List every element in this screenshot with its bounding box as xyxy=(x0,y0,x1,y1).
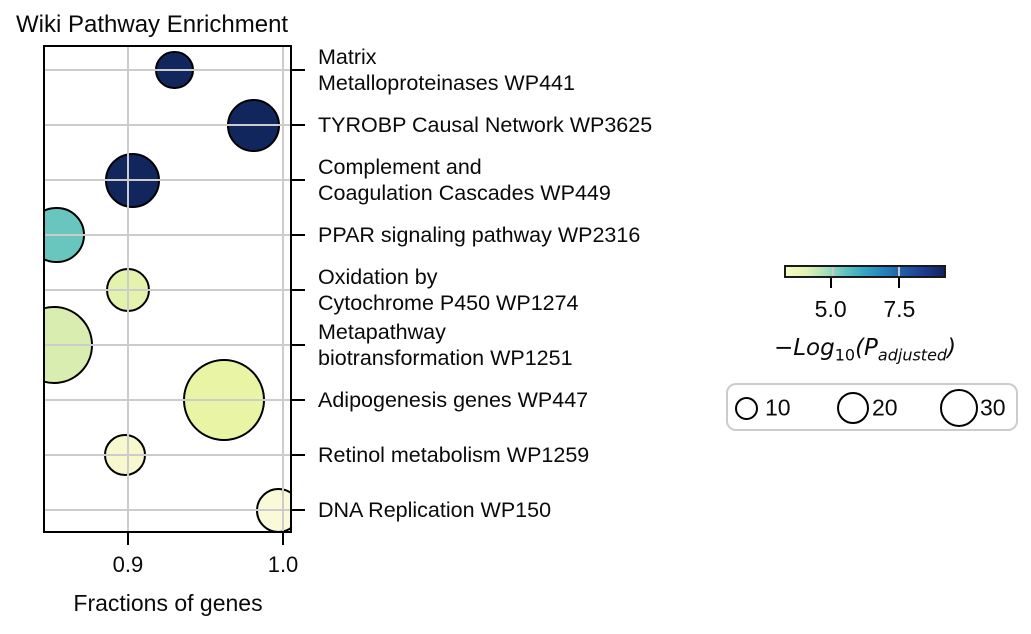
pathway-label: TYROBP Causal Network WP3625 xyxy=(318,112,652,138)
colorbar xyxy=(784,265,946,278)
y-tick xyxy=(292,288,305,292)
x-tick xyxy=(281,533,285,545)
size-legend-circle xyxy=(837,392,869,424)
y-tick xyxy=(292,398,305,402)
pathway-label-line: Oxidation by xyxy=(318,265,438,289)
colorbar-label-lead: −Log xyxy=(773,335,835,361)
colorbar-tick-label: 5.0 xyxy=(814,296,847,322)
pathway-label: Complement and Coagulation Cascades WP449 xyxy=(318,154,611,206)
pathway-label-line: TYROBP Causal Network WP3625 xyxy=(318,113,653,137)
x-tick xyxy=(126,533,130,545)
size-legend-label: 30 xyxy=(980,394,1006,421)
pathway-label: Metapathway biotransformation WP1251 xyxy=(318,319,573,371)
y-tick xyxy=(292,343,305,347)
gridline-horizontal xyxy=(43,289,292,291)
colorbar-label-subadj: adjusted xyxy=(877,345,948,365)
pathway-label-line: PPAR signaling pathway WP2316 xyxy=(318,223,641,247)
size-legend-circle xyxy=(940,389,978,427)
gridline-horizontal xyxy=(43,344,292,346)
colorbar-label-mid: (P xyxy=(855,335,878,361)
size-legend-label: 20 xyxy=(872,394,898,421)
pathway-label-line: Adipogenesis genes WP447 xyxy=(318,388,589,412)
x-tick-label: 0.9 xyxy=(112,552,144,577)
y-tick xyxy=(292,508,305,512)
pathway-label-line: Retinol metabolism WP1259 xyxy=(318,443,590,467)
y-tick xyxy=(292,123,305,127)
gridline-horizontal xyxy=(43,234,292,236)
y-tick xyxy=(292,233,305,237)
pathway-label-line: Matrix xyxy=(318,45,377,69)
y-tick xyxy=(292,178,305,182)
pathway-label: Adipogenesis genes WP447 xyxy=(318,387,588,413)
pathway-label-line: DNA Replication WP150 xyxy=(318,498,552,522)
colorbar-tick-label: 7.5 xyxy=(883,296,916,322)
y-tick xyxy=(292,68,305,72)
chart-title: Wiki Pathway Enrichment xyxy=(16,11,289,38)
gridline-horizontal xyxy=(43,179,292,181)
plot-area xyxy=(43,45,292,533)
pathway-label: PPAR signaling pathway WP2316 xyxy=(318,222,640,248)
colorbar-label: −Log10(Padjusted) xyxy=(774,334,956,365)
colorbar-tick-mark xyxy=(898,267,901,276)
pathway-label: DNA Replication WP150 xyxy=(318,497,551,523)
size-legend-circle xyxy=(734,396,758,420)
size-legend: 10 20 30 xyxy=(726,383,1018,431)
x-tick-label: 1.0 xyxy=(267,552,299,577)
pathway-label-line: Metapathway xyxy=(318,320,446,344)
size-legend-label: 10 xyxy=(765,394,791,421)
gridline-horizontal xyxy=(43,69,292,71)
pathway-label: Matrix Metalloproteinases WP441 xyxy=(318,44,575,96)
colorbar-tick xyxy=(898,278,901,288)
pathway-label-line: Complement and xyxy=(318,155,482,179)
pathway-label-line: Coagulation Cascades WP449 xyxy=(318,181,611,205)
pathway-label-line: Cytochrome P450 WP1274 xyxy=(318,291,579,315)
x-axis-label: Fractions of genes xyxy=(73,590,263,616)
pathway-label: Oxidation by Cytochrome P450 WP1274 xyxy=(318,264,579,316)
colorbar-label-sub10: 10 xyxy=(834,345,856,365)
pathway-label-line: biotransformation WP1251 xyxy=(318,346,573,370)
colorbar-label-tail: ) xyxy=(947,335,957,361)
gridline-horizontal xyxy=(43,124,292,126)
y-tick xyxy=(292,453,305,457)
pathway-label: Retinol metabolism WP1259 xyxy=(318,442,589,468)
colorbar-tick xyxy=(829,278,832,288)
gridline-horizontal xyxy=(43,399,292,401)
colorbar-tick-mark xyxy=(831,267,834,276)
gridline-horizontal xyxy=(43,454,292,456)
pathway-label-line: Metalloproteinases WP441 xyxy=(318,71,575,95)
gridline-horizontal xyxy=(43,509,292,511)
